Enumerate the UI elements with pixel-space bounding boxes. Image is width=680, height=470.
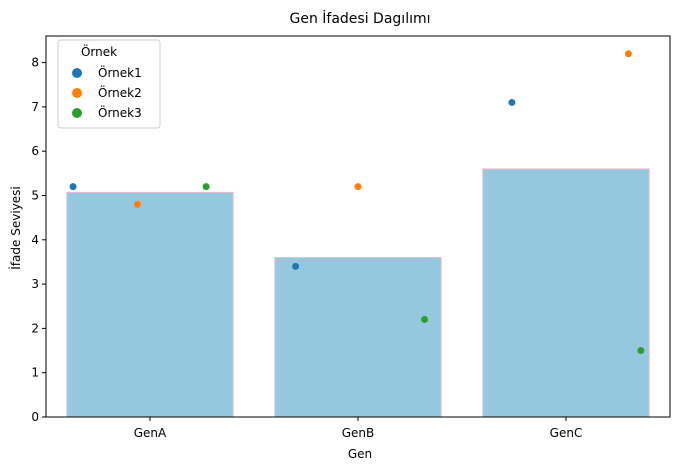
- bar-genb: [274, 257, 442, 418]
- point-örnek2-genb: [354, 183, 362, 191]
- legend-label-örnek1: Örnek1: [98, 64, 142, 80]
- legend-box: [57, 39, 161, 129]
- axes: 0 1 2 3 4 5 6 7 8 GenA GenB GenC: [31, 35, 671, 440]
- point-örnek3-gena: [202, 183, 210, 191]
- point-örnek1-genb: [292, 262, 300, 270]
- y-tick-label: 3: [31, 277, 39, 291]
- point-örnek3-genc: [637, 347, 645, 355]
- x-tick-label: GenA: [134, 426, 167, 440]
- y-tick-label: 1: [31, 366, 39, 380]
- y-axis-title: İfade Seviyesi: [8, 186, 23, 269]
- point-örnek1-genc: [508, 98, 516, 106]
- legend-label-örnek2: Örnek2: [98, 84, 142, 100]
- legend-marker-örnek1: [72, 68, 82, 78]
- point-örnek2-gena: [134, 200, 142, 208]
- point-örnek1-gena: [69, 183, 77, 191]
- x-tick-label: GenB: [342, 426, 375, 440]
- chart-title: Gen İfadesi Dagılımı: [290, 9, 431, 27]
- y-tick-label: 0: [31, 410, 39, 424]
- legend-marker-örnek2: [72, 88, 82, 98]
- point-örnek2-genc: [624, 50, 632, 58]
- y-tick-label: 4: [31, 233, 39, 247]
- legend-marker-örnek3: [72, 108, 82, 118]
- legend-label-örnek3: Örnek3: [98, 104, 142, 120]
- y-tick-label: 6: [31, 144, 39, 158]
- legend: Örnek Örnek1 Örnek2 Örnek3: [57, 39, 161, 129]
- plot-area: [66, 50, 650, 418]
- y-tick-label: 7: [31, 100, 39, 114]
- x-tick-label: GenC: [550, 426, 583, 440]
- point-örnek3-genb: [421, 316, 429, 324]
- legend-title: Örnek: [81, 43, 117, 59]
- y-tick-label: 5: [31, 188, 39, 202]
- x-axis-title: Gen: [348, 447, 372, 461]
- bar-gena: [66, 191, 234, 418]
- y-tick-label: 8: [31, 56, 39, 70]
- y-tick-label: 2: [31, 321, 39, 335]
- bar-genc: [482, 168, 650, 418]
